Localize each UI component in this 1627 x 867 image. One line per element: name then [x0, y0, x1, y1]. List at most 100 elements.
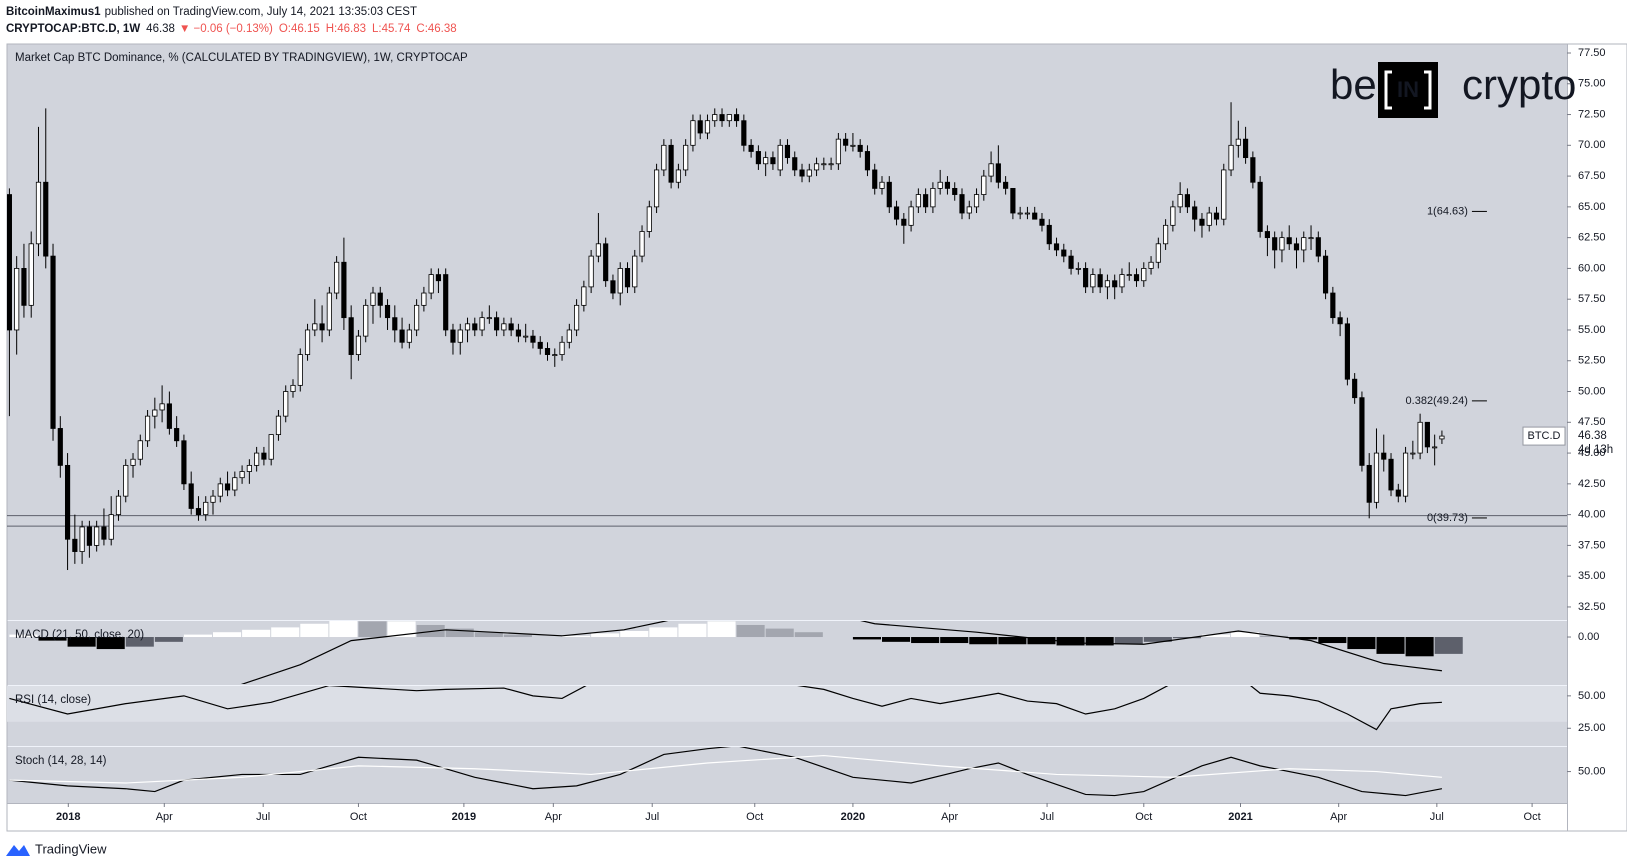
y-tick-label: 75.00: [1578, 78, 1606, 90]
candle-body: [1199, 218, 1205, 226]
macd-histogram-bar: [911, 637, 940, 644]
candle-body: [741, 120, 747, 146]
y-tick-label: 72.50: [1578, 108, 1606, 120]
candle-body: [617, 268, 623, 294]
candle-body: [755, 151, 761, 165]
candle-body: [7, 194, 12, 331]
candle-body: [275, 415, 282, 436]
rsi-band: [7, 686, 1567, 722]
candle-body: [1155, 243, 1161, 263]
candle-body: [1206, 212, 1212, 226]
candle-body: [392, 317, 398, 331]
x-tick-label: 2020: [841, 811, 865, 823]
candle-body: [530, 335, 536, 343]
y-tick-label: 77.50: [1578, 47, 1606, 59]
candle-body: [443, 274, 449, 331]
y-tick-label: 45.00: [1578, 447, 1606, 459]
symbol-tag: [1522, 426, 1566, 446]
y-tick-label: 62.50: [1578, 232, 1606, 244]
candle-body: [21, 268, 27, 306]
candle-body: [239, 471, 245, 479]
candle-body: [450, 329, 456, 343]
candle-body: [1381, 452, 1387, 460]
macd-pane: [9, 621, 1463, 684]
y-tick-label: 37.50: [1578, 539, 1606, 551]
y-tick-label: 55.00: [1578, 324, 1606, 336]
macd-histogram-bar: [736, 624, 765, 638]
candle-body: [1148, 261, 1154, 269]
candle-body: [915, 194, 921, 208]
macd-histogram-bar: [882, 637, 911, 642]
candle-body: [1315, 237, 1321, 257]
y-tick-label: 50.00: [1578, 690, 1606, 702]
candle-body: [690, 120, 696, 146]
candle-body: [1235, 138, 1241, 146]
candle-body: [1010, 188, 1016, 214]
macd-histogram-bar: [707, 621, 736, 638]
candle-body: [544, 348, 551, 355]
candle-body: [799, 169, 805, 177]
candle-body: [1417, 421, 1423, 454]
x-tick-label: Oct: [746, 811, 763, 823]
y-tick-label: 50.00: [1578, 765, 1606, 777]
candle-body: [1017, 212, 1023, 215]
macd-histogram-bar: [474, 632, 503, 638]
candle-body: [697, 120, 703, 134]
candle-body: [828, 163, 834, 166]
author[interactable]: BitcoinMaximus1: [6, 6, 101, 18]
candle-body: [1024, 212, 1031, 215]
candle-body: [654, 169, 660, 208]
y-tick-label: 52.50: [1578, 355, 1606, 367]
candle-body: [188, 483, 194, 509]
candle-body: [515, 329, 522, 337]
macd-histogram-bar: [620, 630, 649, 638]
macd-histogram-bar: [1434, 637, 1463, 654]
candle-body: [1039, 218, 1045, 226]
candle-body: [1032, 212, 1038, 220]
x-tick-label: Jul: [1430, 811, 1444, 823]
footer[interactable]: TradingView: [6, 841, 107, 856]
candle-body: [879, 181, 885, 189]
candle-body: [559, 341, 565, 355]
x-tick-label: 2019: [452, 811, 476, 823]
candle-body: [610, 280, 616, 294]
macd-histogram-bar: [300, 623, 329, 638]
candle-body: [181, 440, 187, 485]
candle-body: [166, 403, 172, 429]
candle-body: [995, 163, 1001, 183]
y-tick-label: 32.50: [1578, 601, 1606, 613]
candle-body: [1272, 237, 1278, 251]
candle-body: [1221, 169, 1227, 220]
macd-histogram-bar: [67, 637, 96, 647]
candle-body: [1104, 280, 1111, 288]
x-tick-label: Oct: [350, 811, 367, 823]
candle-body: [821, 163, 827, 166]
logo-brackets: [1384, 70, 1432, 110]
macd-histogram-bar: [852, 637, 882, 640]
candle-body: [341, 261, 347, 319]
logo: be IN crypto: [1330, 61, 1576, 118]
candle-body: [1213, 212, 1220, 220]
macd-histogram-bar: [1114, 637, 1143, 645]
candle-body: [290, 384, 296, 392]
candle-body: [464, 323, 471, 331]
change: ▼ −0.06 (−0.13%): [179, 23, 273, 35]
candle-body: [748, 144, 754, 152]
candle-body: [1402, 452, 1409, 497]
macd-histogram-bar: [358, 621, 387, 638]
indicator-line: [9, 754, 1442, 784]
candle-body: [254, 452, 260, 466]
y-tick-label: 25.00: [1578, 722, 1606, 734]
candle-body: [363, 304, 369, 337]
candle-body: [1373, 452, 1380, 503]
macd-histogram-bar: [1376, 637, 1405, 654]
macd-histogram-bar: [242, 629, 271, 638]
candle-body: [414, 304, 420, 331]
candle-body: [1264, 231, 1270, 239]
candle-body: [1133, 274, 1140, 282]
candle-body: [195, 508, 202, 516]
candle-body: [115, 495, 122, 516]
candle-body: [1388, 458, 1394, 491]
candle-body: [944, 181, 951, 189]
macd-histogram-bar: [940, 637, 969, 644]
